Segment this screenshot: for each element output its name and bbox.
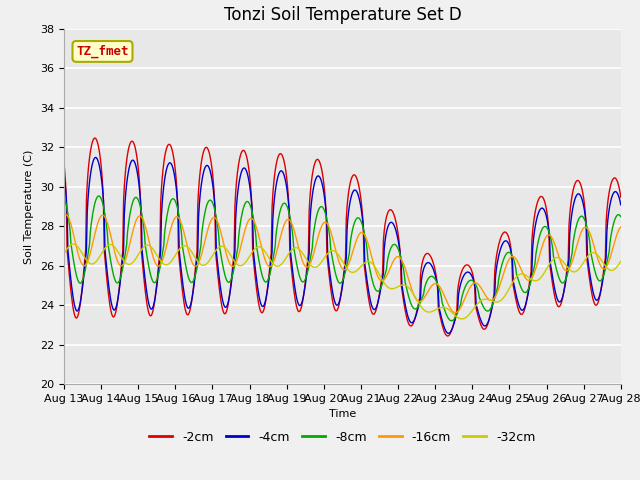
Line: -8cm: -8cm bbox=[64, 196, 621, 321]
-8cm bbox=[389, 242, 397, 248]
-16cm bbox=[444, 300, 451, 306]
-8cm bbox=[183, 269, 191, 275]
-8cm bbox=[447, 318, 455, 324]
-8cm bbox=[444, 314, 451, 320]
-8cm bbox=[335, 279, 342, 285]
-16cm bbox=[335, 257, 342, 263]
-2cm bbox=[568, 198, 575, 204]
-2cm bbox=[91, 135, 99, 141]
-32cm bbox=[335, 252, 342, 258]
-4cm bbox=[335, 301, 342, 307]
-2cm bbox=[335, 304, 342, 310]
-2cm bbox=[445, 333, 452, 339]
-8cm bbox=[95, 193, 102, 199]
X-axis label: Time: Time bbox=[329, 409, 356, 419]
-16cm bbox=[568, 261, 575, 267]
Title: Tonzi Soil Temperature Set D: Tonzi Soil Temperature Set D bbox=[223, 6, 461, 24]
-32cm bbox=[458, 316, 466, 322]
-32cm bbox=[207, 255, 215, 261]
Line: -32cm: -32cm bbox=[64, 244, 621, 319]
-32cm bbox=[183, 243, 191, 249]
-4cm bbox=[617, 202, 625, 208]
-2cm bbox=[444, 333, 451, 339]
-32cm bbox=[617, 258, 625, 264]
-16cm bbox=[207, 218, 215, 224]
-4cm bbox=[183, 303, 191, 309]
-32cm bbox=[444, 306, 451, 312]
-16cm bbox=[451, 310, 459, 315]
-32cm bbox=[69, 241, 77, 247]
Legend: -2cm, -4cm, -8cm, -16cm, -32cm: -2cm, -4cm, -8cm, -16cm, -32cm bbox=[145, 426, 540, 449]
Line: -4cm: -4cm bbox=[64, 157, 621, 333]
-2cm bbox=[207, 158, 215, 164]
-16cm bbox=[60, 212, 68, 218]
-16cm bbox=[61, 212, 69, 217]
-2cm bbox=[183, 312, 191, 317]
-4cm bbox=[60, 171, 68, 177]
Text: TZ_fmet: TZ_fmet bbox=[76, 45, 129, 58]
-8cm bbox=[207, 197, 215, 203]
-16cm bbox=[389, 260, 397, 265]
-8cm bbox=[568, 254, 575, 260]
-8cm bbox=[617, 214, 625, 219]
-2cm bbox=[389, 209, 397, 215]
Y-axis label: Soil Temperature (C): Soil Temperature (C) bbox=[24, 149, 35, 264]
-4cm bbox=[444, 330, 451, 336]
-4cm bbox=[445, 330, 452, 336]
-4cm bbox=[568, 215, 575, 221]
-32cm bbox=[389, 286, 397, 291]
-4cm bbox=[92, 155, 100, 160]
-32cm bbox=[568, 268, 575, 274]
-16cm bbox=[183, 242, 191, 248]
-32cm bbox=[60, 251, 68, 257]
-2cm bbox=[617, 194, 625, 200]
-16cm bbox=[617, 224, 625, 230]
-8cm bbox=[60, 194, 68, 200]
Line: -16cm: -16cm bbox=[64, 215, 621, 312]
-2cm bbox=[60, 160, 68, 166]
-4cm bbox=[389, 220, 397, 226]
-4cm bbox=[207, 171, 215, 177]
Line: -2cm: -2cm bbox=[64, 138, 621, 336]
